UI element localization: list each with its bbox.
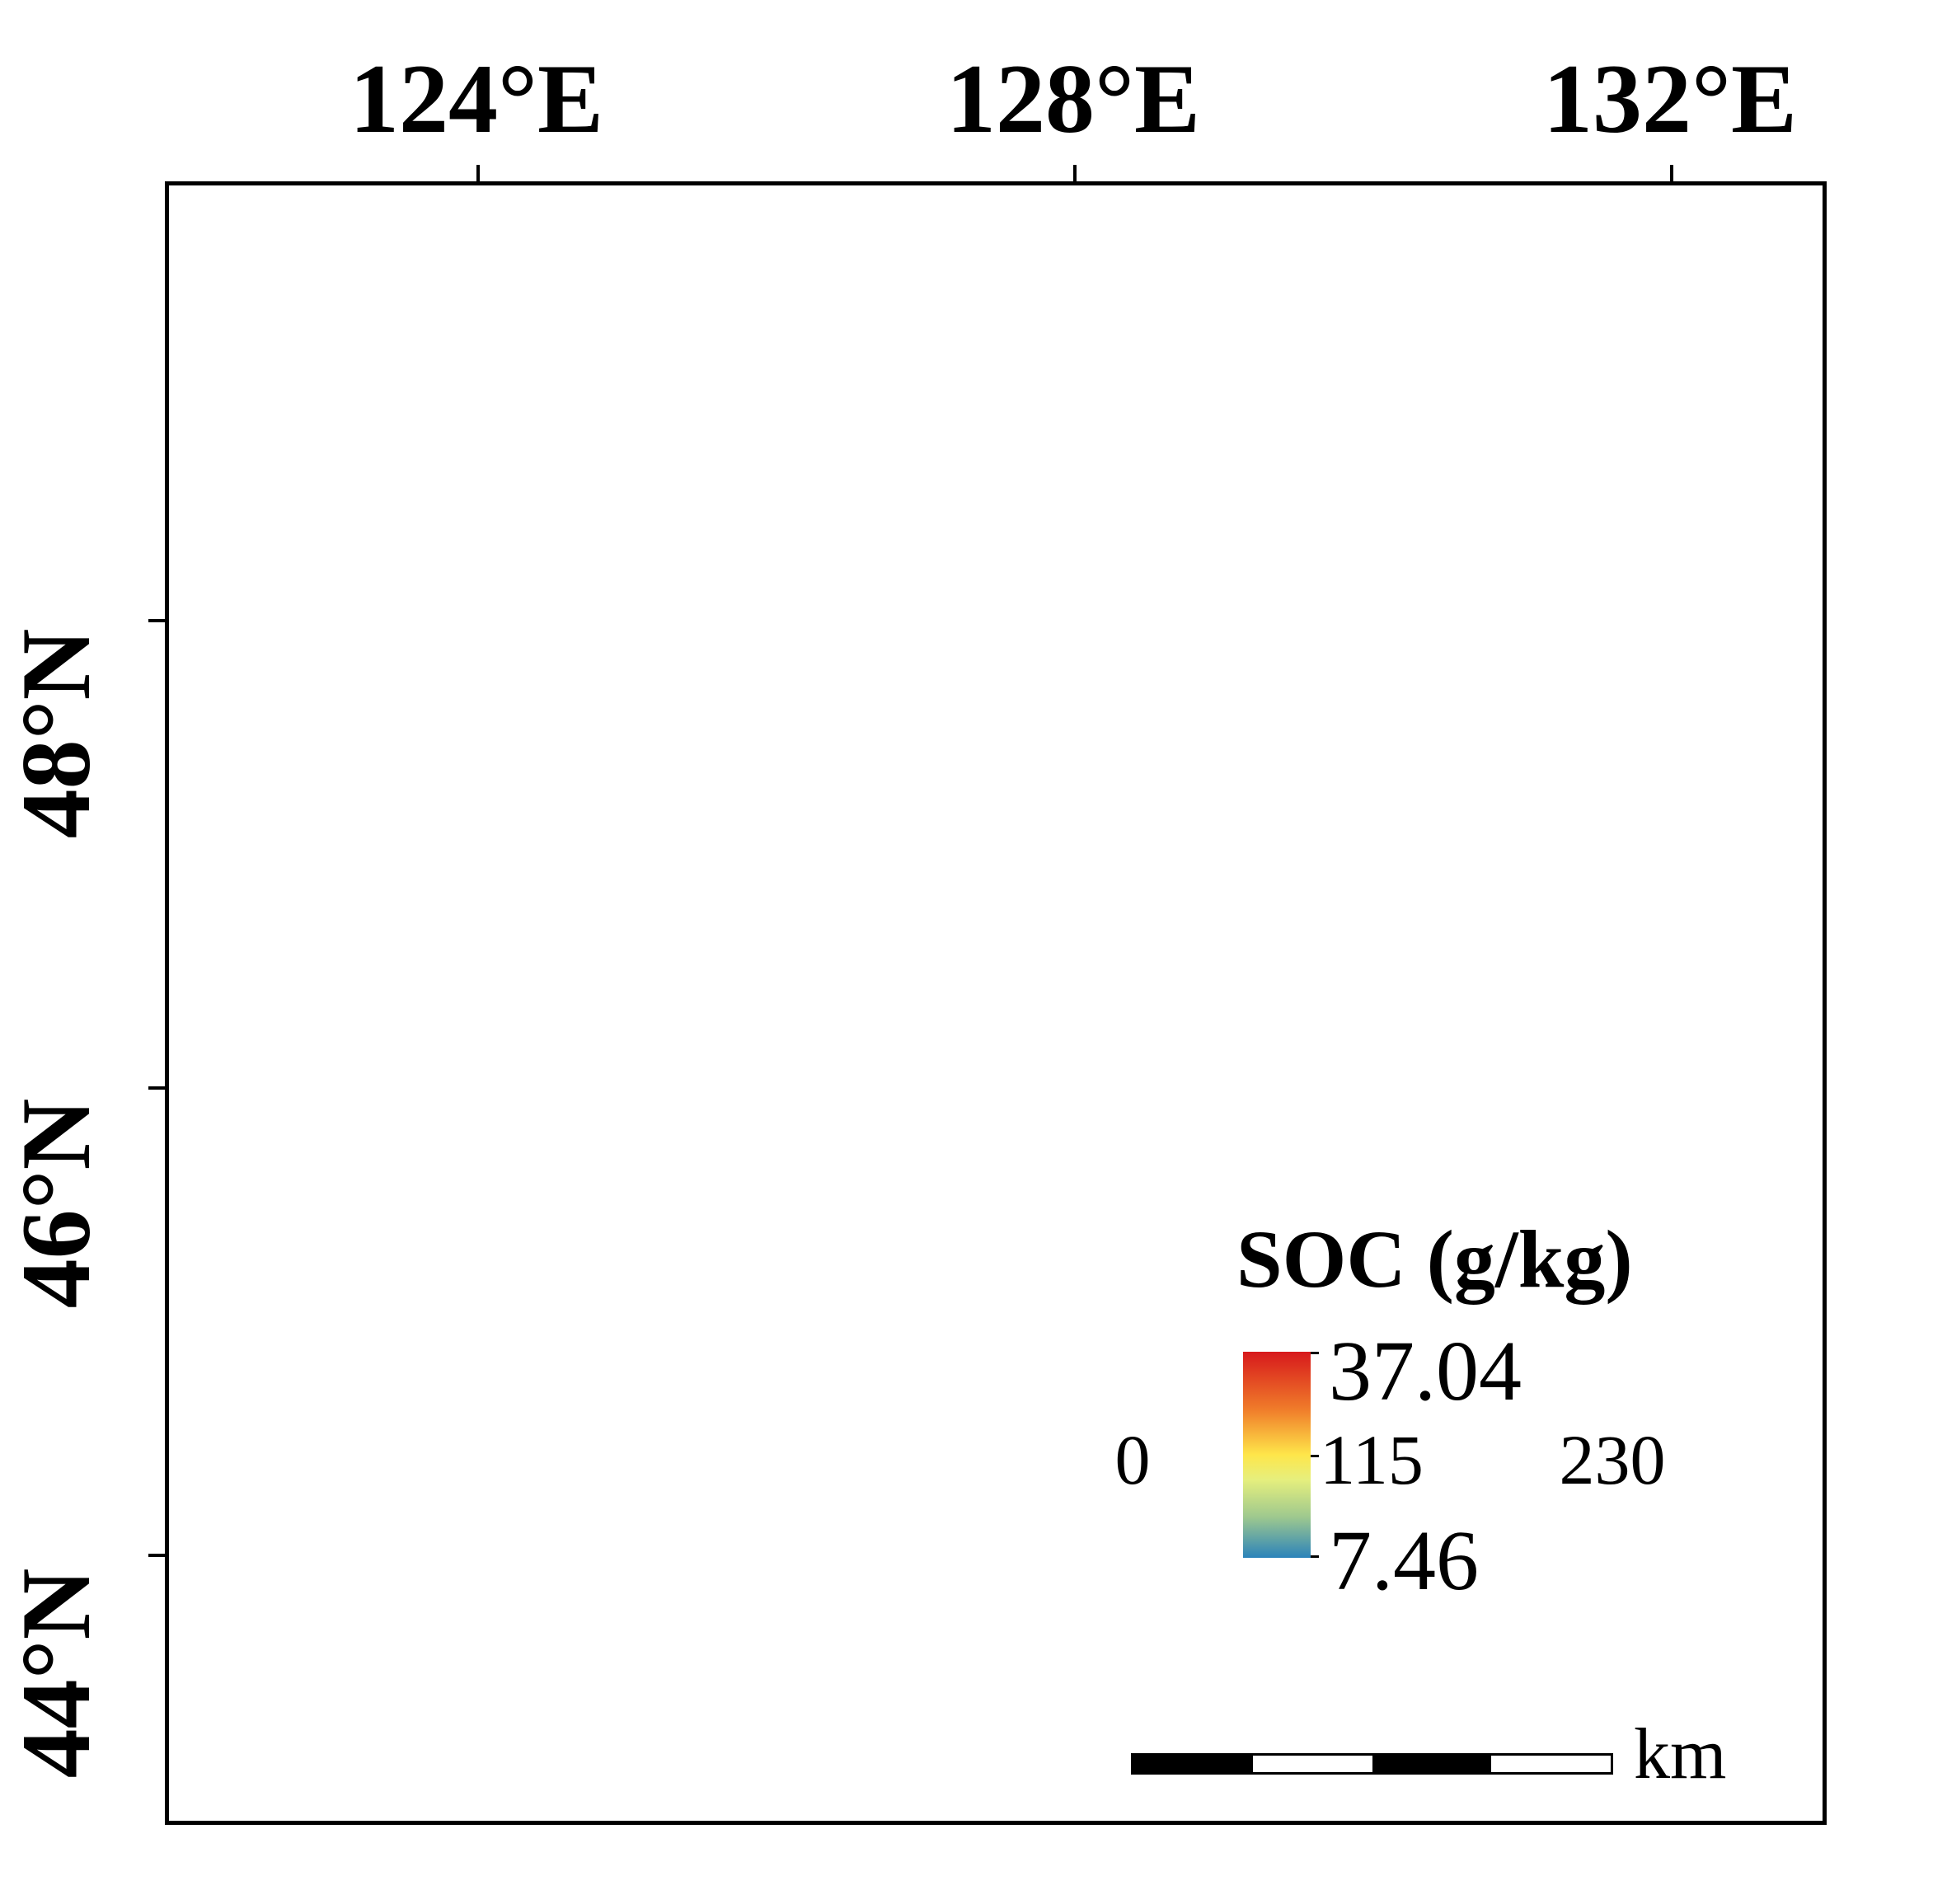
scale-bar-label: 0: [1114, 1420, 1151, 1499]
scale-bar-segment: [1252, 1756, 1372, 1772]
legend-color-ramp: [1243, 1352, 1311, 1558]
legend-tick: [1311, 1352, 1319, 1354]
longitude-label: 132°E: [1542, 44, 1798, 153]
scale-bar-label: 115: [1320, 1420, 1424, 1499]
longitude-tick: [476, 165, 480, 181]
scale-bar-unit: km: [1634, 1714, 1727, 1794]
legend-max-value: 37.04: [1329, 1324, 1522, 1419]
latitude-label: 44°N: [1, 1568, 110, 1779]
scale-bar: [1131, 1753, 1613, 1775]
legend-tick: [1311, 1455, 1319, 1457]
longitude-tick: [1670, 165, 1673, 181]
map-frame: [165, 181, 1827, 1825]
scale-bar-label: 230: [1559, 1420, 1666, 1499]
latitude-label: 46°N: [1, 1098, 110, 1309]
scale-bar-segment: [1491, 1756, 1611, 1772]
legend-tick: [1311, 1555, 1319, 1558]
legend-min-value: 7.46: [1329, 1513, 1479, 1608]
longitude-label: 128°E: [945, 44, 1201, 153]
latitude-tick: [148, 619, 165, 622]
latitude-tick: [148, 1086, 165, 1090]
legend-title: SOC (g/kg): [1236, 1213, 1633, 1305]
scale-bar-segment: [1372, 1756, 1492, 1772]
longitude-label: 124°E: [349, 44, 604, 153]
latitude-tick: [148, 1554, 165, 1557]
longitude-tick: [1073, 165, 1077, 181]
latitude-label: 48°N: [1, 628, 110, 839]
scale-bar-segment: [1133, 1756, 1253, 1772]
